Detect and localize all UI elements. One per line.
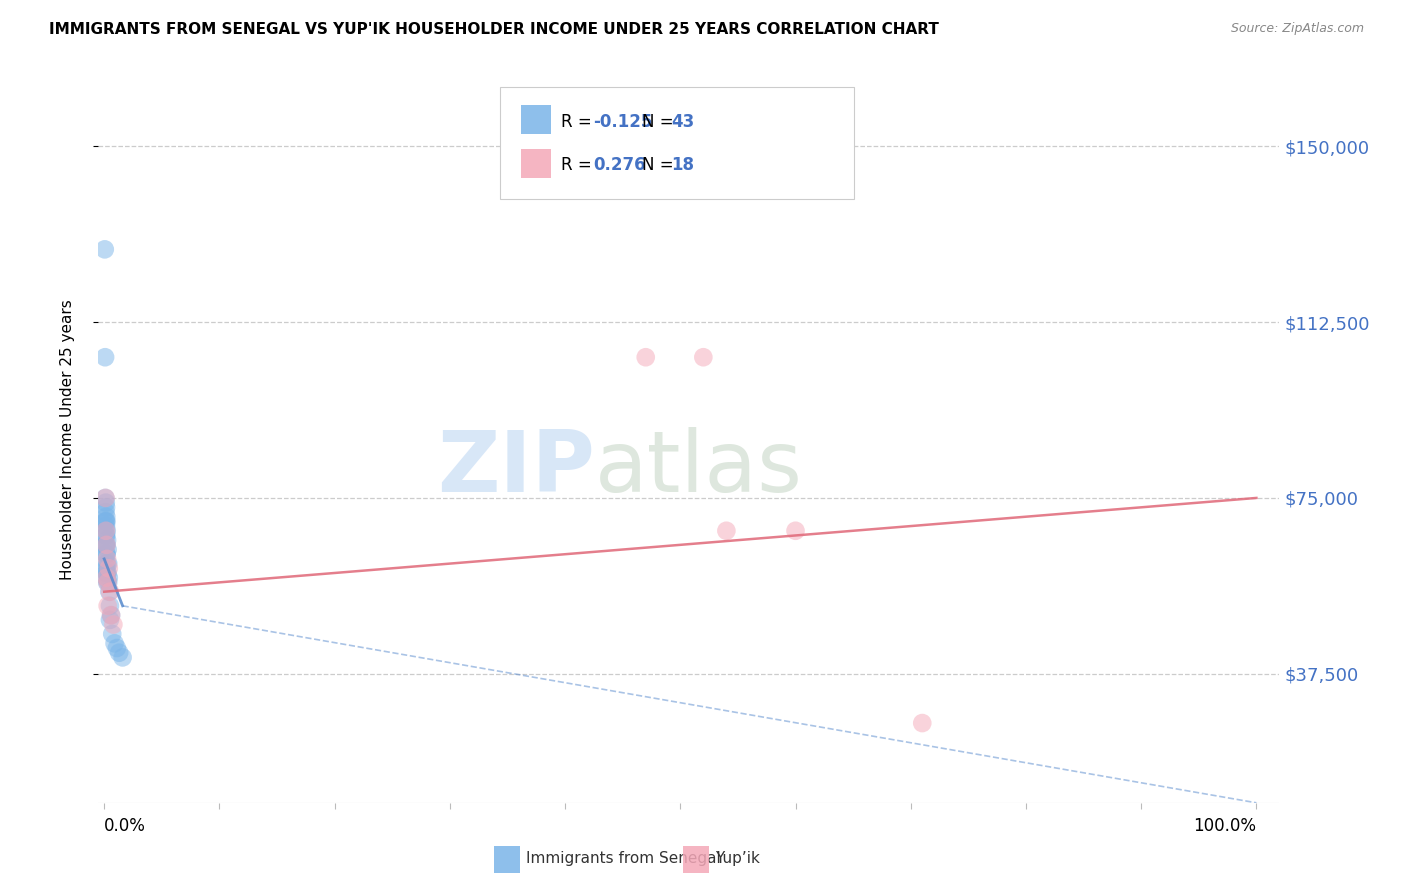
Point xyxy=(96,566,118,580)
Text: R =: R = xyxy=(561,156,598,174)
Text: 18: 18 xyxy=(671,156,695,174)
Point xyxy=(98,584,121,599)
Point xyxy=(94,495,117,509)
Point xyxy=(96,538,118,552)
Point xyxy=(94,547,117,561)
Text: Yup’ik: Yup’ik xyxy=(714,851,759,866)
Point xyxy=(785,524,807,538)
Point xyxy=(94,524,117,538)
Point xyxy=(716,524,738,538)
Text: Source: ZipAtlas.com: Source: ZipAtlas.com xyxy=(1230,22,1364,36)
Text: R =: R = xyxy=(561,112,598,130)
Point xyxy=(98,599,121,613)
Text: N =: N = xyxy=(641,112,679,130)
Point xyxy=(97,575,120,590)
Text: 43: 43 xyxy=(671,112,695,130)
Point xyxy=(97,561,120,575)
FancyBboxPatch shape xyxy=(683,846,709,873)
Point xyxy=(111,650,134,665)
FancyBboxPatch shape xyxy=(522,105,551,134)
FancyBboxPatch shape xyxy=(501,87,855,200)
FancyBboxPatch shape xyxy=(522,148,551,178)
Point xyxy=(101,627,124,641)
Point xyxy=(103,617,125,632)
Point xyxy=(94,491,117,505)
Point xyxy=(96,524,118,538)
Point xyxy=(94,524,117,538)
Point xyxy=(94,500,117,515)
Point xyxy=(97,557,120,571)
Point xyxy=(94,538,117,552)
Text: 100.0%: 100.0% xyxy=(1194,817,1257,835)
Point xyxy=(692,350,714,364)
Point xyxy=(911,716,934,731)
Point xyxy=(96,575,118,590)
Text: Immigrants from Senegal: Immigrants from Senegal xyxy=(526,851,721,866)
Text: 0.276: 0.276 xyxy=(593,156,645,174)
Text: IMMIGRANTS FROM SENEGAL VS YUP'IK HOUSEHOLDER INCOME UNDER 25 YEARS CORRELATION : IMMIGRANTS FROM SENEGAL VS YUP'IK HOUSEH… xyxy=(49,22,939,37)
Point xyxy=(94,243,117,257)
Point xyxy=(94,528,117,542)
Text: -0.125: -0.125 xyxy=(593,112,652,130)
Point xyxy=(94,350,117,364)
Point xyxy=(105,640,128,655)
Point xyxy=(96,561,118,575)
Text: 0.0%: 0.0% xyxy=(104,817,146,835)
Point xyxy=(96,509,118,524)
Point xyxy=(94,538,117,552)
Point xyxy=(97,575,120,590)
Point xyxy=(634,350,657,364)
Point xyxy=(103,636,125,650)
Point xyxy=(96,528,118,542)
Point xyxy=(96,515,118,529)
Point xyxy=(96,538,118,552)
Point xyxy=(98,584,121,599)
Point xyxy=(96,533,118,548)
Point xyxy=(97,566,120,580)
Point xyxy=(96,557,118,571)
Point xyxy=(97,599,120,613)
Point xyxy=(94,515,117,529)
Point xyxy=(97,571,120,585)
Point xyxy=(96,566,118,580)
Point xyxy=(94,505,117,519)
Point xyxy=(96,552,118,566)
Y-axis label: Householder Income Under 25 years: Householder Income Under 25 years xyxy=(60,299,75,580)
Point xyxy=(100,608,122,623)
Point xyxy=(96,571,118,585)
Point xyxy=(108,646,131,660)
Point xyxy=(96,547,118,561)
Point xyxy=(96,547,118,561)
Text: atlas: atlas xyxy=(595,427,803,510)
FancyBboxPatch shape xyxy=(494,846,520,873)
Point xyxy=(100,608,122,623)
Point xyxy=(97,542,120,557)
Text: N =: N = xyxy=(641,156,679,174)
Point xyxy=(94,491,117,505)
Point xyxy=(94,519,117,533)
Point xyxy=(98,613,121,627)
Text: ZIP: ZIP xyxy=(437,427,595,510)
Point xyxy=(94,515,117,529)
Point xyxy=(94,571,117,585)
Point xyxy=(94,557,117,571)
